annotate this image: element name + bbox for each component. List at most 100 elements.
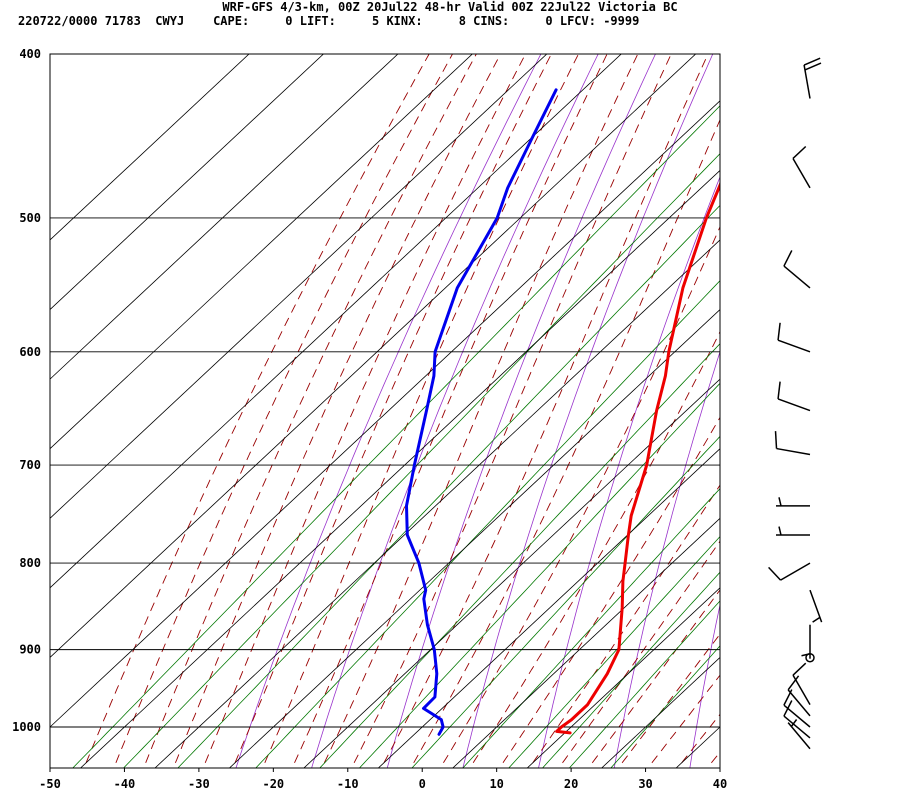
moist-adiabat-line bbox=[711, 751, 720, 764]
barb-full-feather bbox=[787, 675, 800, 691]
barb-staff bbox=[777, 339, 811, 353]
mixing-ratio-line bbox=[319, 343, 720, 768]
mixing-ratio-line bbox=[462, 488, 720, 768]
x-tick-label: -40 bbox=[114, 777, 136, 791]
isotherm-line bbox=[50, 54, 697, 658]
wind-barb bbox=[787, 675, 811, 717]
barb-half-feather bbox=[790, 719, 798, 727]
temperature-profile-line bbox=[555, 181, 720, 735]
x-tick-label: -30 bbox=[188, 777, 210, 791]
moist-adiabat-line bbox=[174, 54, 502, 763]
wind-barb bbox=[774, 431, 811, 456]
isotherm-line bbox=[452, 517, 720, 768]
wind-barb bbox=[792, 145, 811, 189]
x-tick-label: -20 bbox=[262, 777, 284, 791]
barb-full-feather bbox=[783, 250, 793, 267]
mixing-ratio-line bbox=[123, 153, 720, 768]
moist-adiabat-line bbox=[145, 54, 477, 763]
x-tick-label: 30 bbox=[638, 777, 652, 791]
barb-staff bbox=[783, 265, 811, 289]
isotherm-line bbox=[50, 100, 720, 728]
wind-barb bbox=[777, 381, 811, 412]
dry-adiabat-line bbox=[311, 54, 599, 768]
isotherm-line bbox=[303, 378, 720, 768]
y-tick-label: 600 bbox=[19, 345, 41, 359]
moist-adiabat-line bbox=[323, 54, 639, 763]
wind-barb bbox=[787, 719, 811, 750]
isotherm-line bbox=[50, 54, 473, 450]
calm-wind-circle bbox=[805, 652, 815, 663]
dry-adiabat-line bbox=[765, 50, 900, 775]
barb-staff bbox=[780, 562, 811, 581]
barb-full-feather bbox=[783, 700, 793, 717]
mixing-ratio-line bbox=[568, 600, 720, 768]
barb-staff bbox=[787, 689, 811, 717]
wind-barb bbox=[805, 652, 815, 663]
barb-full-feather bbox=[803, 57, 821, 66]
wind-barb bbox=[809, 589, 823, 623]
barb-full-feather bbox=[777, 322, 781, 341]
mixing-ratio-line bbox=[411, 435, 720, 768]
barb-full-feather bbox=[792, 145, 807, 160]
isotherm-line bbox=[526, 587, 720, 768]
y-tick-label: 900 bbox=[19, 643, 41, 657]
barb-full-feather bbox=[783, 689, 793, 706]
x-tick-label: 0 bbox=[419, 777, 426, 791]
dry-adiabat-line bbox=[386, 54, 656, 768]
wind-barb bbox=[777, 322, 811, 353]
dewpoint-profile-line bbox=[405, 88, 558, 736]
barb-full-feather bbox=[804, 62, 822, 71]
chart-title: WRF-GFS 4/3-km, 00Z 20Jul22 48-hr Valid … bbox=[222, 0, 678, 14]
barb-half-feather bbox=[812, 616, 821, 623]
moist-adiabat-line bbox=[115, 54, 454, 763]
wind-barb bbox=[768, 562, 811, 581]
x-tick-label: -10 bbox=[337, 777, 359, 791]
moist-adiabat-line bbox=[502, 416, 720, 764]
dry-adiabat-line bbox=[840, 50, 900, 775]
wind-barb bbox=[783, 250, 811, 289]
wind-barb bbox=[803, 57, 822, 99]
wind-barb bbox=[776, 497, 810, 507]
plot-background bbox=[50, 54, 720, 768]
isotherm-line bbox=[50, 54, 325, 311]
mixing-ratio-line bbox=[508, 536, 720, 768]
y-tick-label: 1000 bbox=[12, 720, 41, 734]
moist-adiabat-line bbox=[204, 54, 527, 763]
x-tick-label: -50 bbox=[39, 777, 61, 791]
barb-staff bbox=[776, 447, 811, 456]
x-tick-label: 40 bbox=[713, 777, 727, 791]
barb-full-feather bbox=[777, 381, 781, 400]
isotherm-line bbox=[743, 39, 900, 775]
isotherm-line bbox=[154, 239, 720, 768]
isotherm-line bbox=[50, 54, 399, 380]
plot-frame bbox=[49, 53, 721, 769]
dry-adiabat-line bbox=[613, 350, 720, 768]
mixing-ratio-line bbox=[610, 645, 720, 768]
y-tick-label: 700 bbox=[19, 458, 41, 472]
x-tick-label: 10 bbox=[489, 777, 503, 791]
barb-half-feather bbox=[778, 497, 782, 507]
x-tick-label: 20 bbox=[564, 777, 578, 791]
dry-adiabat-line bbox=[462, 54, 714, 768]
isotherm-line bbox=[377, 448, 720, 768]
y-tick-label: 500 bbox=[19, 211, 41, 225]
y-tick-label: 400 bbox=[19, 47, 41, 61]
isotherm-line bbox=[50, 54, 548, 519]
barb-full-feather bbox=[774, 431, 778, 449]
barb-full-feather bbox=[768, 566, 782, 581]
mixing-ratio-line bbox=[255, 280, 720, 768]
barb-staff bbox=[777, 398, 811, 412]
barb-staff bbox=[803, 64, 811, 99]
isotherm-line bbox=[50, 54, 622, 589]
dry-adiabat-line bbox=[538, 175, 720, 768]
barb-full-feather bbox=[792, 662, 807, 676]
y-tick-label: 800 bbox=[19, 556, 41, 570]
isotherm-line bbox=[79, 169, 720, 768]
dry-adiabat-line bbox=[689, 603, 720, 768]
barb-staff bbox=[792, 158, 811, 189]
isotherm-line bbox=[50, 54, 250, 241]
mixing-ratio-line bbox=[542, 571, 720, 768]
barb-staff bbox=[809, 589, 823, 623]
wind-barb bbox=[783, 700, 811, 739]
